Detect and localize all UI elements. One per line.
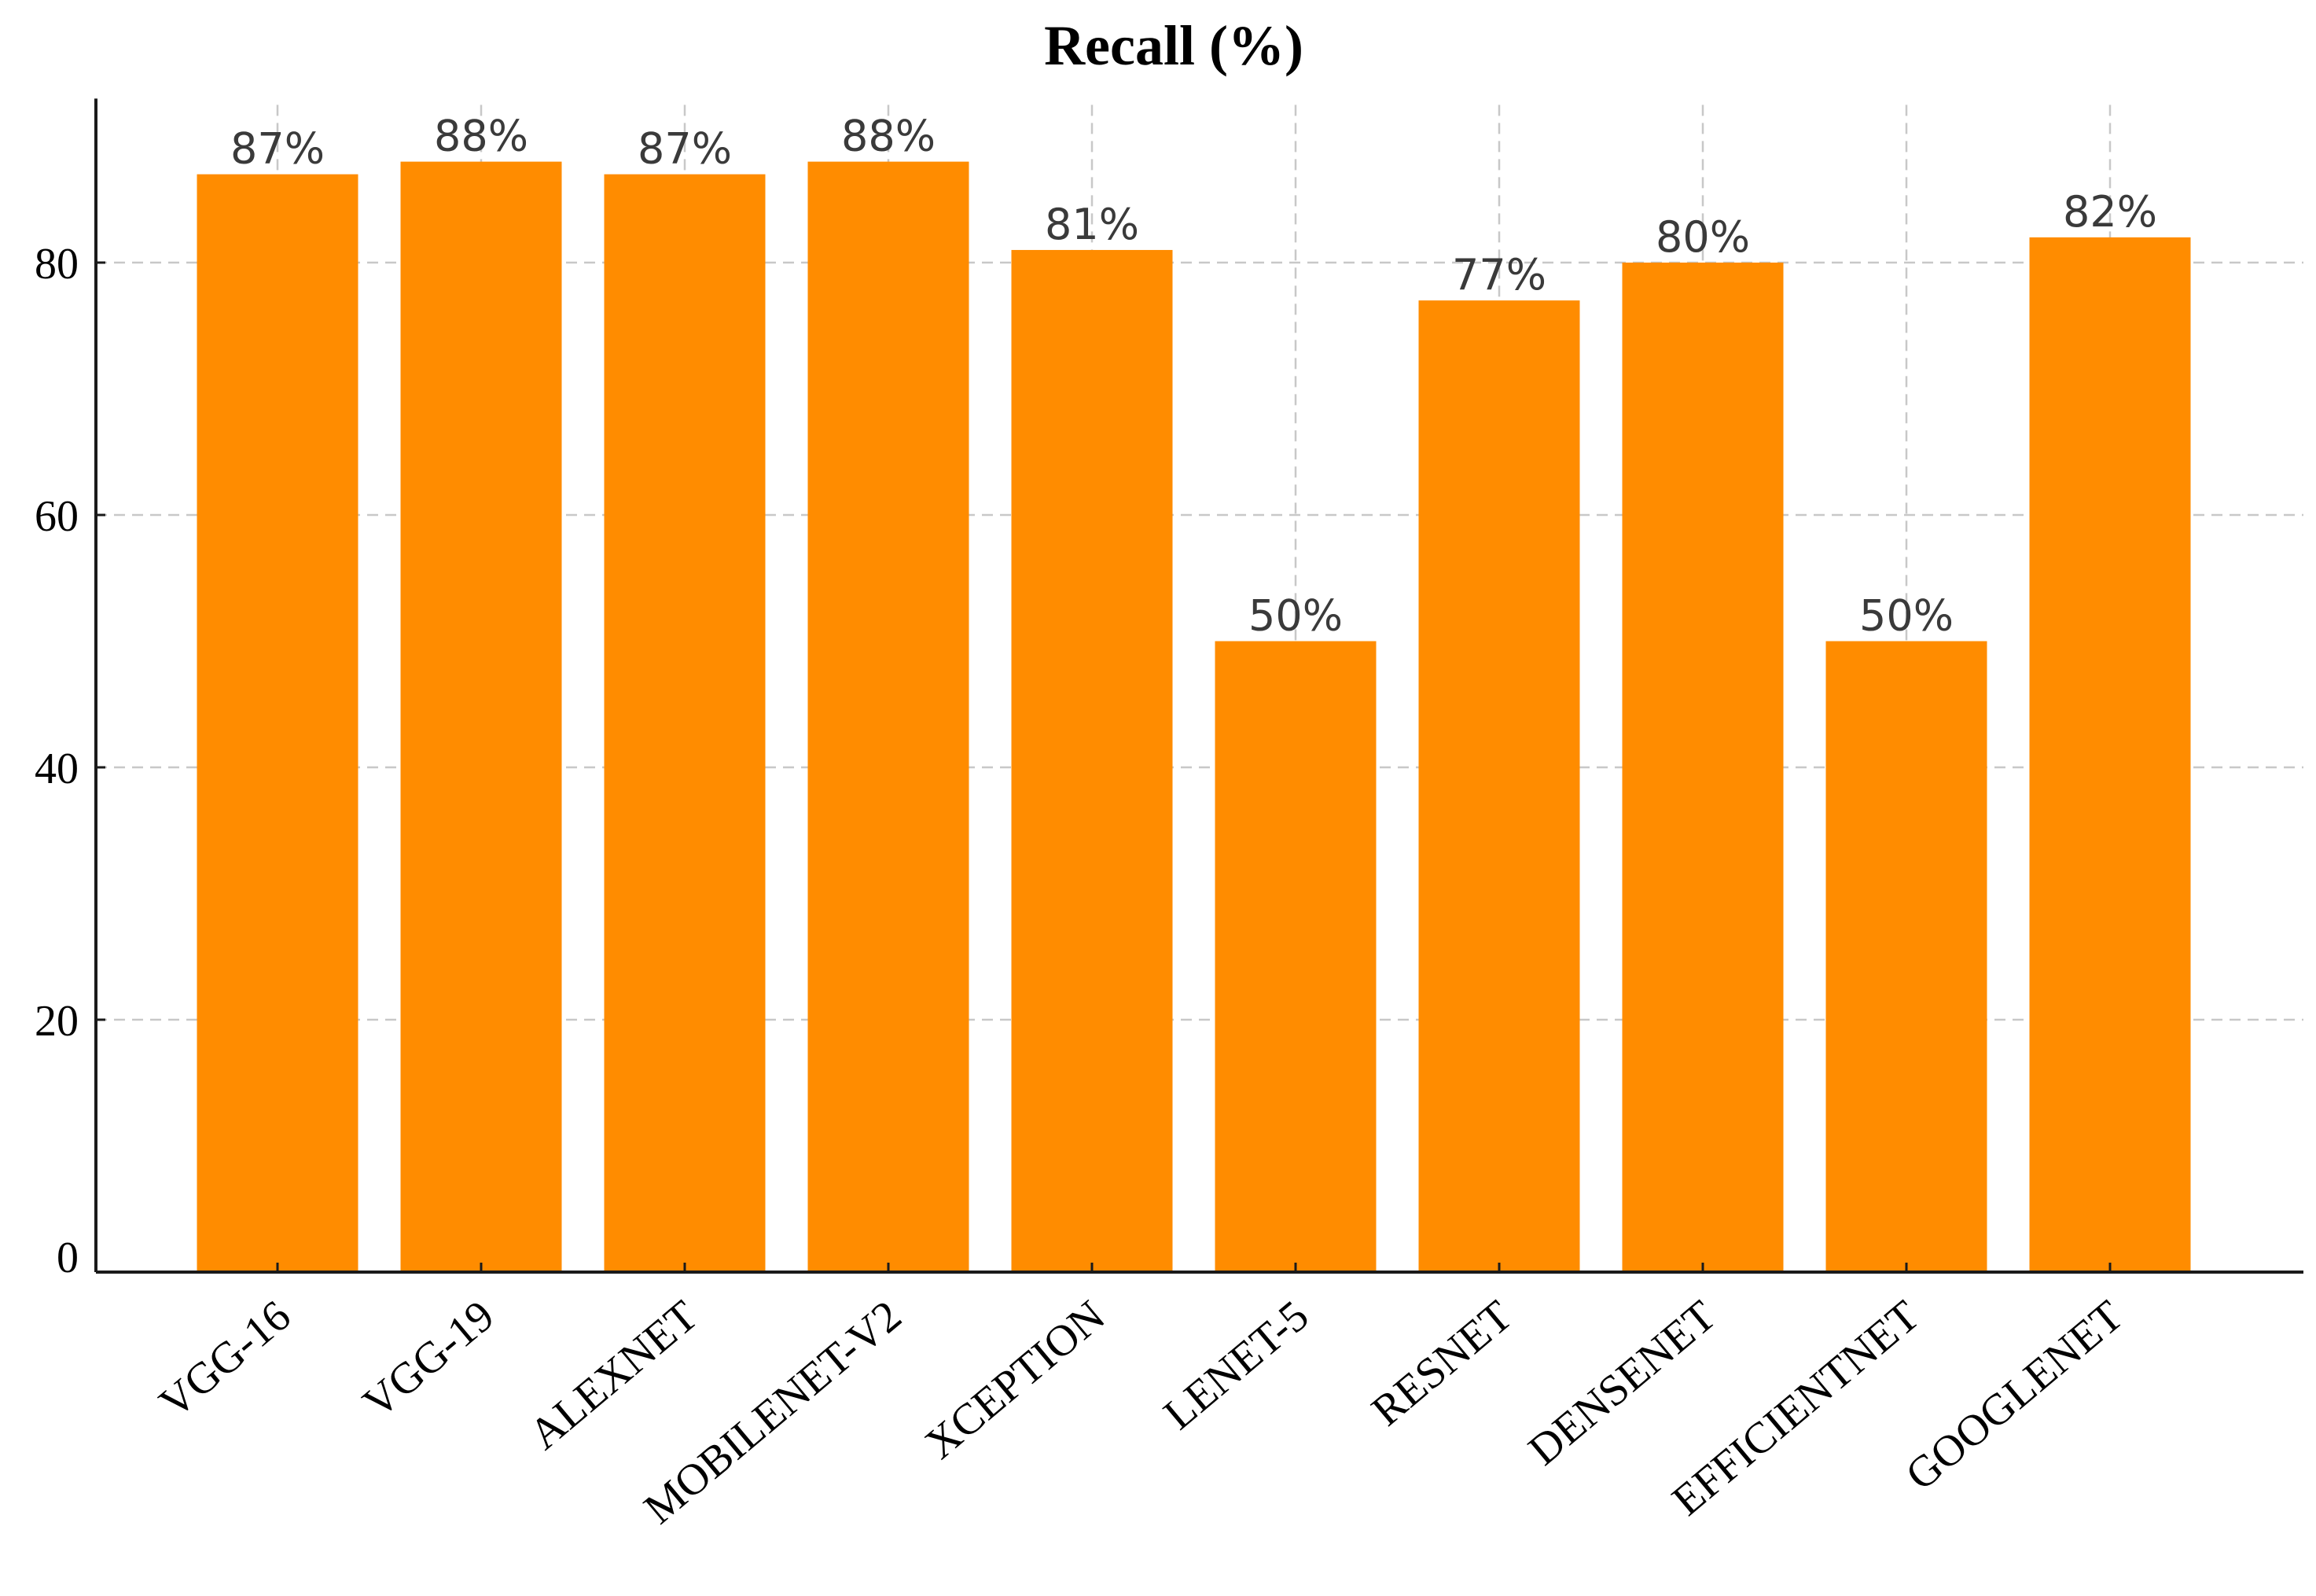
x-tick-label-vgg-16: VGG-16 bbox=[150, 1291, 300, 1427]
bars bbox=[197, 161, 2191, 1273]
data-label-lenet-5: 50% bbox=[1248, 591, 1343, 641]
y-tick-label-60: 60 bbox=[35, 492, 79, 541]
x-tick-label-densenet: DENSENET bbox=[1520, 1291, 1725, 1474]
data-label-xception: 81% bbox=[1045, 200, 1139, 249]
bar-vgg-16 bbox=[197, 174, 358, 1272]
data-label-alexnet: 87% bbox=[638, 124, 732, 174]
y-tick-labels: 0 20 40 60 80 bbox=[35, 240, 105, 1282]
bar-densenet bbox=[1622, 263, 1784, 1272]
data-label-mobilenet-v2: 88% bbox=[841, 112, 936, 161]
data-labels: 87% 88% 87% 88% 81% 50% 77% 80% 50% 82% bbox=[230, 112, 2157, 641]
axes bbox=[94, 98, 2303, 1274]
bar-resnet bbox=[1418, 300, 1580, 1272]
bar-alexnet bbox=[604, 174, 766, 1272]
x-tick-label-googlenet: GOOGLENET bbox=[1897, 1291, 2133, 1499]
x-tick-label-alexnet: ALEXNET bbox=[520, 1291, 708, 1458]
bar-efficientnet bbox=[1825, 641, 1987, 1272]
x-tick-label-xception: XCEPTION bbox=[916, 1291, 1114, 1468]
chart-title: Recall (%) bbox=[1044, 14, 1303, 77]
y-tick-label-80: 80 bbox=[35, 240, 79, 289]
data-label-efficientnet: 50% bbox=[1859, 591, 1954, 641]
x-tick-label-vgg-19: VGG-19 bbox=[354, 1291, 503, 1427]
data-label-vgg-16: 87% bbox=[230, 124, 325, 174]
bar-vgg-19 bbox=[400, 161, 562, 1273]
bar-mobilenet-v2 bbox=[807, 161, 969, 1273]
data-label-densenet: 80% bbox=[1656, 212, 1750, 262]
bar-lenet-5 bbox=[1215, 641, 1377, 1272]
x-tick-label-lenet-5: LENET-5 bbox=[1155, 1291, 1318, 1439]
data-label-resnet: 77% bbox=[1452, 250, 1546, 300]
bar-googlenet bbox=[2029, 237, 2191, 1272]
x-tick-label-resnet: RESNET bbox=[1362, 1291, 1521, 1435]
data-label-googlenet: 82% bbox=[2063, 187, 2157, 237]
y-tick-label-20: 20 bbox=[35, 997, 79, 1046]
bar-xception bbox=[1011, 249, 1173, 1273]
y-tick-label-40: 40 bbox=[35, 745, 79, 793]
y-tick-label-0: 0 bbox=[57, 1234, 79, 1282]
data-label-vgg-19: 88% bbox=[434, 112, 528, 161]
